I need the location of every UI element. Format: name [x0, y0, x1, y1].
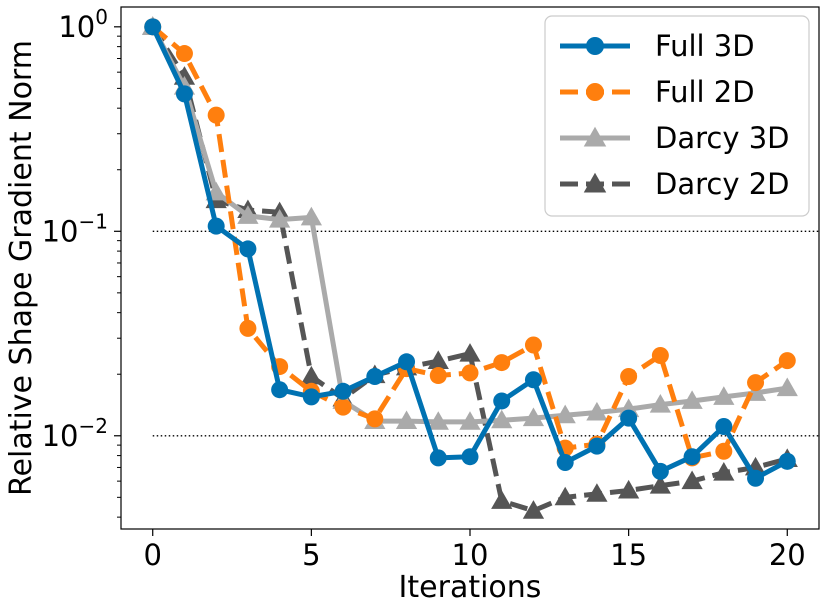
data-point-full-2d: [493, 354, 511, 372]
data-point-darcy-3d: [427, 411, 449, 430]
legend-item-darcy-3d: Darcy 3D: [560, 121, 790, 155]
legend-marker: [586, 83, 604, 101]
data-point-full-3d: [207, 217, 225, 235]
y-tick-label: 100: [58, 5, 108, 44]
legend-marker: [586, 37, 604, 55]
data-point-full-3d: [620, 409, 638, 427]
x-tick-label: 0: [144, 538, 162, 572]
data-point-full-3d: [651, 462, 669, 480]
data-point-full-3d: [366, 367, 384, 385]
legend-box: [544, 15, 810, 217]
data-point-full-3d: [398, 353, 416, 371]
legend-label: Full 3D: [655, 29, 755, 63]
data-point-darcy-2d: [522, 500, 545, 519]
data-point-darcy-2d: [427, 350, 449, 370]
data-point-full-2d: [461, 364, 479, 382]
legend-item-darcy-2d: Darcy 2D: [560, 167, 790, 201]
legend-item-full-3d: Full 3D: [560, 29, 755, 63]
data-point-full-3d: [302, 388, 320, 406]
y-tick-label: 10−1: [42, 209, 108, 248]
y-axis-label: Relative Shape Gradient Norm: [4, 40, 39, 496]
legend-item-full-2d: Full 2D: [560, 75, 755, 109]
data-point-darcy-2d: [681, 470, 703, 490]
y-axis: 100 10−1 10−2: [42, 5, 121, 518]
data-point-darcy-3d: [459, 411, 481, 430]
data-point-darcy-2d: [586, 483, 608, 502]
data-point-darcy-2d: [713, 462, 735, 481]
data-point-full-3d: [144, 18, 162, 36]
legend: Full 3D Full 2D Darcy 3D Darcy 2D: [544, 15, 810, 217]
data-point-darcy-2d: [300, 365, 322, 385]
data-point-full-3d: [429, 449, 447, 467]
x-tick-label: 20: [769, 538, 806, 572]
data-point-full-2d: [524, 336, 542, 354]
data-point-full-2d: [239, 319, 257, 337]
data-point-full-2d: [651, 346, 669, 364]
legend-label: Darcy 2D: [655, 167, 790, 201]
data-point-full-3d: [556, 454, 574, 472]
data-point-darcy-2d: [618, 479, 640, 499]
data-point-full-2d: [778, 352, 796, 370]
data-point-darcy-3d: [522, 407, 545, 427]
data-point-full-2d: [207, 106, 225, 124]
legend-label: Full 2D: [655, 75, 755, 109]
x-axis: 0 5 10 15 20: [144, 529, 806, 572]
data-point-full-2d: [175, 45, 193, 63]
data-point-darcy-3d: [649, 394, 671, 413]
x-tick-label: 5: [302, 538, 320, 572]
data-point-full-2d: [366, 410, 384, 428]
data-point-full-3d: [588, 437, 606, 455]
data-point-darcy-3d: [237, 205, 259, 224]
data-point-full-3d: [747, 469, 765, 487]
data-point-full-3d: [271, 381, 289, 399]
data-point-darcy-3d: [586, 401, 608, 421]
data-point-full-2d: [429, 367, 447, 385]
x-tick-label: 10: [452, 538, 489, 572]
data-point-darcy-3d: [713, 386, 735, 405]
data-point-darcy-3d: [554, 404, 576, 424]
data-point-full-3d: [778, 452, 796, 470]
data-point-darcy-3d: [269, 209, 291, 228]
data-point-full-2d: [620, 367, 638, 385]
data-point-darcy-2d: [554, 486, 576, 506]
series-layer: [142, 16, 798, 519]
series-full-3d: [144, 18, 796, 487]
data-point-darcy-2d: [649, 475, 671, 494]
data-point-full-2d: [747, 374, 765, 392]
legend-label: Darcy 3D: [655, 121, 790, 155]
data-point-full-3d: [239, 240, 257, 258]
data-point-darcy-3d: [300, 206, 322, 226]
data-point-full-2d: [715, 442, 733, 460]
y-tick-label: 10−2: [42, 414, 108, 453]
data-point-full-3d: [175, 85, 193, 103]
data-point-darcy-3d: [395, 410, 418, 430]
data-point-full-3d: [493, 392, 511, 410]
data-point-darcy-3d: [776, 377, 798, 397]
data-point-darcy-3d: [491, 409, 513, 429]
x-axis-label: Iterations: [399, 570, 542, 605]
legend-marker: [583, 172, 607, 193]
data-point-full-3d: [715, 418, 733, 436]
data-point-darcy-3d: [681, 390, 703, 409]
data-point-darcy-2d: [491, 490, 513, 509]
data-point-full-2d: [334, 398, 352, 416]
data-point-full-3d: [683, 448, 701, 466]
data-point-darcy-2d: [459, 343, 481, 362]
x-tick-label: 15: [610, 538, 647, 572]
legend-marker: [583, 126, 607, 147]
data-point-full-3d: [334, 382, 352, 400]
data-point-full-3d: [461, 448, 479, 466]
data-point-full-3d: [524, 371, 542, 389]
